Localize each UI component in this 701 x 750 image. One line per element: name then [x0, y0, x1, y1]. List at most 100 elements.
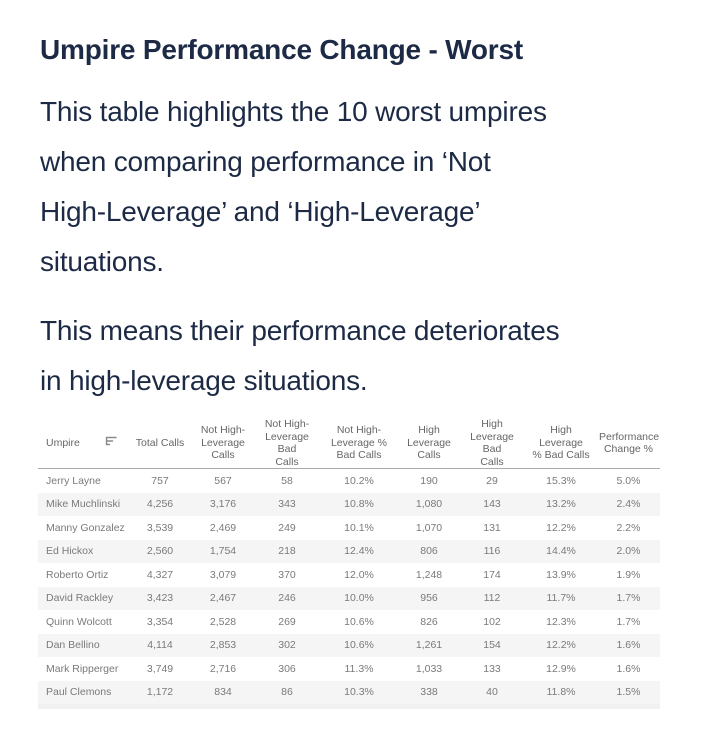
- cell-not-high-leverage-pct-bad-calls[interactable]: 11.3%: [344, 662, 374, 675]
- cell-umpire[interactable]: Mike Muchlinski: [46, 498, 121, 511]
- cell-high-leverage-pct-bad-calls[interactable]: 13.9%: [546, 568, 576, 581]
- cell-total-calls[interactable]: 1,172: [146, 686, 174, 699]
- cell-high-leverage-calls[interactable]: 806: [420, 545, 438, 558]
- cell-high-leverage-calls[interactable]: 1,070: [415, 521, 443, 534]
- cell-not-high-leverage-bad-calls[interactable]: 269: [278, 615, 296, 628]
- cell-performance-change-pct[interactable]: 1.9%: [616, 568, 641, 581]
- cell-not-high-leverage-bad-calls[interactable]: 246: [278, 592, 296, 605]
- cell-not-high-leverage-pct-bad-calls[interactable]: 12.4%: [344, 545, 374, 558]
- cell-not-high-leverage-bad-calls[interactable]: 343: [278, 498, 296, 511]
- cell-not-high-leverage-calls[interactable]: 1,754: [209, 545, 237, 558]
- sort-descending-icon[interactable]: [105, 436, 117, 451]
- column-header-high-leverage-bad-calls[interactable]: High Leverage Bad Calls: [459, 418, 525, 469]
- cell-performance-change-pct[interactable]: 1.6%: [616, 639, 641, 652]
- cell-umpire[interactable]: Manny Gonzalez: [46, 521, 125, 534]
- cell-not-high-leverage-calls[interactable]: 3,176: [209, 498, 237, 511]
- cell-total-calls[interactable]: 4,256: [146, 498, 174, 511]
- column-header-not-high-leverage-pct-bad-calls[interactable]: Not High- Leverage % Bad Calls: [319, 418, 399, 469]
- cell-high-leverage-pct-bad-calls[interactable]: 14.4%: [546, 545, 576, 558]
- cell-performance-change-pct[interactable]: 1.7%: [616, 615, 641, 628]
- cell-not-high-leverage-calls[interactable]: 2,853: [209, 639, 237, 652]
- cell-performance-change-pct[interactable]: 1.5%: [616, 686, 641, 699]
- cell-not-high-leverage-pct-bad-calls[interactable]: 10.0%: [344, 592, 374, 605]
- cell-high-leverage-calls[interactable]: 338: [420, 686, 438, 699]
- cell-high-leverage-bad-calls[interactable]: 174: [483, 568, 501, 581]
- cell-umpire[interactable]: Jerry Layne: [46, 474, 101, 487]
- cell-performance-change-pct[interactable]: 5.0%: [616, 474, 641, 487]
- cell-umpire[interactable]: Paul Clemons: [46, 686, 112, 699]
- cell-high-leverage-bad-calls[interactable]: 131: [483, 521, 501, 534]
- cell-high-leverage-calls[interactable]: 1,248: [415, 568, 443, 581]
- cell-high-leverage-calls[interactable]: 190: [420, 474, 438, 487]
- cell-high-leverage-bad-calls[interactable]: 116: [483, 545, 501, 558]
- column-header-total-calls[interactable]: Total Calls: [129, 418, 191, 469]
- cell-high-leverage-bad-calls[interactable]: 133: [483, 662, 501, 675]
- cell-high-leverage-bad-calls[interactable]: 40: [486, 686, 498, 699]
- cell-not-high-leverage-bad-calls[interactable]: 86: [281, 686, 293, 699]
- cell-high-leverage-bad-calls[interactable]: 112: [483, 592, 501, 605]
- cell-high-leverage-pct-bad-calls[interactable]: 15.3%: [546, 474, 576, 487]
- cell-not-high-leverage-bad-calls[interactable]: 306: [278, 662, 296, 675]
- cell-total-calls[interactable]: 757: [151, 474, 169, 487]
- cell-high-leverage-pct-bad-calls[interactable]: 12.3%: [546, 615, 576, 628]
- cell-high-leverage-bad-calls[interactable]: 143: [483, 498, 501, 511]
- cell-not-high-leverage-pct-bad-calls[interactable]: 12.0%: [344, 568, 374, 581]
- column-header-high-leverage-calls[interactable]: High Leverage Calls: [399, 418, 459, 469]
- cell-not-high-leverage-pct-bad-calls[interactable]: 10.1%: [344, 521, 374, 534]
- cell-total-calls[interactable]: 3,749: [146, 662, 174, 675]
- column-header-not-high-leverage-calls[interactable]: Not High- Leverage Calls: [191, 418, 255, 469]
- cell-performance-change-pct[interactable]: 2.0%: [616, 545, 641, 558]
- cell-not-high-leverage-pct-bad-calls[interactable]: 10.8%: [344, 498, 374, 511]
- cell-performance-change-pct[interactable]: 1.6%: [616, 662, 641, 675]
- cell-not-high-leverage-calls[interactable]: 567: [214, 474, 232, 487]
- cell-high-leverage-calls[interactable]: 1,033: [415, 662, 443, 675]
- cell-high-leverage-pct-bad-calls[interactable]: 12.9%: [546, 662, 576, 675]
- cell-not-high-leverage-calls[interactable]: 2,467: [209, 592, 237, 605]
- cell-high-leverage-pct-bad-calls[interactable]: 13.2%: [546, 498, 576, 511]
- cell-high-leverage-calls[interactable]: 1,261: [415, 639, 443, 652]
- cell-total-calls[interactable]: 3,539: [146, 521, 174, 534]
- cell-not-high-leverage-pct-bad-calls[interactable]: 10.6%: [344, 639, 374, 652]
- cell-high-leverage-bad-calls[interactable]: 102: [483, 615, 501, 628]
- cell-not-high-leverage-pct-bad-calls[interactable]: 10.2%: [344, 474, 374, 487]
- cell-umpire[interactable]: Quinn Wolcott: [46, 615, 112, 628]
- cell-high-leverage-calls[interactable]: 956: [420, 592, 438, 605]
- cell-high-leverage-bad-calls[interactable]: 29: [486, 474, 498, 487]
- cell-high-leverage-calls[interactable]: 1,080: [415, 498, 443, 511]
- cell-total-calls[interactable]: 3,354: [146, 615, 174, 628]
- cell-not-high-leverage-bad-calls[interactable]: 249: [278, 521, 296, 534]
- cell-not-high-leverage-calls[interactable]: 2,716: [209, 662, 237, 675]
- cell-high-leverage-pct-bad-calls[interactable]: 11.8%: [546, 686, 576, 699]
- cell-umpire[interactable]: Roberto Ortiz: [46, 568, 109, 581]
- cell-high-leverage-bad-calls[interactable]: 154: [483, 639, 501, 652]
- cell-high-leverage-pct-bad-calls[interactable]: 12.2%: [546, 639, 576, 652]
- cell-not-high-leverage-calls[interactable]: 2,469: [209, 521, 237, 534]
- cell-performance-change-pct[interactable]: 1.7%: [616, 592, 641, 605]
- cell-not-high-leverage-bad-calls[interactable]: 218: [278, 545, 296, 558]
- cell-umpire[interactable]: Dan Bellino: [46, 639, 100, 652]
- cell-high-leverage-pct-bad-calls[interactable]: 12.2%: [546, 521, 576, 534]
- cell-not-high-leverage-calls[interactable]: 3,079: [209, 568, 237, 581]
- column-header-performance-change-pct[interactable]: Performance Change %: [597, 418, 660, 469]
- column-header-umpire[interactable]: Umpire: [38, 418, 129, 469]
- cell-not-high-leverage-bad-calls[interactable]: 370: [278, 568, 296, 581]
- column-header-not-high-leverage-bad-calls[interactable]: Not High- Leverage Bad Calls: [255, 418, 319, 469]
- cell-not-high-leverage-pct-bad-calls[interactable]: 10.6%: [344, 615, 374, 628]
- cell-performance-change-pct[interactable]: 2.2%: [616, 521, 641, 534]
- cell-total-calls[interactable]: 3,423: [146, 592, 174, 605]
- cell-performance-change-pct[interactable]: 2.4%: [616, 498, 641, 511]
- cell-total-calls[interactable]: 2,560: [146, 545, 174, 558]
- column-header-high-leverage-pct-bad-calls[interactable]: High Leverage % Bad Calls: [525, 418, 597, 469]
- cell-umpire[interactable]: David Rackley: [46, 592, 114, 605]
- cell-not-high-leverage-calls[interactable]: 2,528: [209, 615, 237, 628]
- cell-not-high-leverage-bad-calls[interactable]: 302: [278, 639, 296, 652]
- cell-umpire[interactable]: Mark Ripperger: [46, 662, 119, 675]
- cell-umpire[interactable]: Ed Hickox: [46, 545, 94, 558]
- cell-total-calls[interactable]: 4,327: [146, 568, 174, 581]
- cell-total-calls[interactable]: 4,114: [147, 639, 173, 652]
- cell-not-high-leverage-bad-calls[interactable]: 58: [281, 474, 293, 487]
- cell-not-high-leverage-pct-bad-calls[interactable]: 10.3%: [344, 686, 374, 699]
- cell-high-leverage-calls[interactable]: 826: [420, 615, 438, 628]
- cell-high-leverage-pct-bad-calls[interactable]: 11.7%: [546, 592, 576, 605]
- cell-not-high-leverage-calls[interactable]: 834: [214, 686, 232, 699]
